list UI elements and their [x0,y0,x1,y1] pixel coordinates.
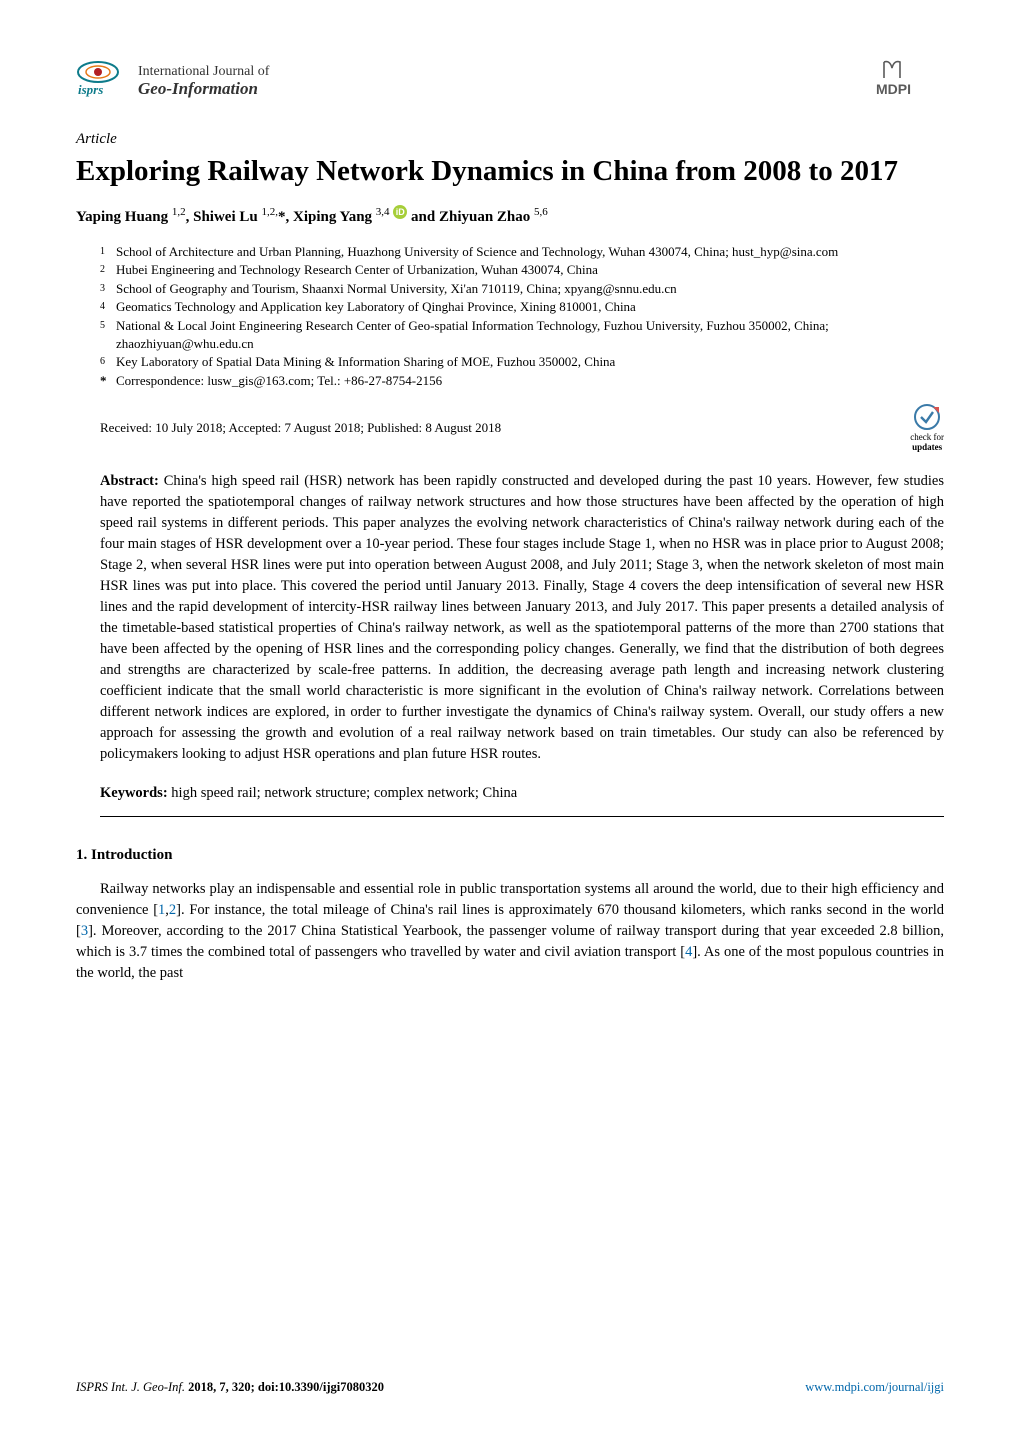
affiliation-row: 3School of Geography and Tourism, Shaanx… [100,280,944,298]
affiliation-text: National & Local Joint Engineering Resea… [116,317,944,352]
author-affil-sup: 3,4 [376,206,390,218]
section-heading: 1. Introduction [76,845,944,867]
author-name: Yaping Huang [76,209,172,225]
footer-journal-abbrev: ISPRS Int. J. Geo-Inf. [76,1380,185,1394]
journal-block: isprs International Journal of Geo-Infor… [76,58,269,105]
article-title: Exploring Railway Network Dynamics in Ch… [76,153,944,189]
affiliation-row: 2Hubei Engineering and Technology Resear… [100,261,944,279]
affiliation-text: School of Architecture and Urban Plannin… [116,243,944,261]
affiliation-number: * [100,372,116,390]
journal-geo-text: Geo-Information [138,80,269,99]
author-sep: and Zhiyuan Zhao [407,209,534,225]
keywords-text: high speed rail; network structure; comp… [168,785,518,801]
dates-row: Received: 10 July 2018; Accepted: 7 Augu… [76,403,944,453]
citation-link[interactable]: 3 [81,923,88,939]
abstract-label: Abstract: [100,473,159,489]
affiliations-block: 1School of Architecture and Urban Planni… [76,243,944,389]
affiliation-number: 4 [100,300,116,316]
check-updates-badge[interactable]: check for updates [910,403,944,453]
affiliation-row: 6Key Laboratory of Spatial Data Mining &… [100,353,944,371]
author-sep: , Shiwei Lu [186,209,262,225]
footer-journal-url[interactable]: www.mdpi.com/journal/ijgi [805,1378,944,1396]
journal-name: International Journal of Geo-Information [138,64,269,98]
check-updates-icon [913,403,941,431]
dates-text: Received: 10 July 2018; Accepted: 7 Augu… [100,419,501,438]
author-affil-sup: 5,6 [534,206,548,218]
affiliation-row: 5National & Local Joint Engineering Rese… [100,317,944,352]
svg-text:isprs: isprs [78,82,103,97]
affiliation-number: 1 [100,245,116,261]
affiliation-text: Hubei Engineering and Technology Researc… [116,261,944,279]
affiliation-number: 2 [100,263,116,279]
affiliation-text: Geomatics Technology and Application key… [116,298,944,316]
header: isprs International Journal of Geo-Infor… [76,58,944,105]
footer: ISPRS Int. J. Geo-Inf. 2018, 7, 320; doi… [76,1378,944,1396]
divider [100,816,944,817]
affiliation-text: Key Laboratory of Spatial Data Mining & … [116,353,944,371]
abstract-text: China's high speed rail (HSR) network ha… [100,473,944,762]
affiliation-row: *Correspondence: lusw_gis@163.com; Tel.:… [100,372,944,390]
keywords-label: Keywords: [100,785,168,801]
footer-citation-info: 2018, 7, 320; doi:10.3390/ijgi7080320 [185,1380,384,1394]
mdpi-logo-icon: MDPI [874,58,944,105]
author-sep: , Xiping Yang [285,209,375,225]
abstract-block: Abstract: China's high speed rail (HSR) … [76,471,944,765]
authors-line: Yaping Huang 1,2, Shiwei Lu 1,2,*, Xipin… [76,205,944,229]
affiliation-number: 3 [100,282,116,298]
orcid-icon[interactable]: iD [393,205,407,219]
author-affil-sup: 1,2, [261,206,278,218]
affiliation-row: 1School of Architecture and Urban Planni… [100,243,944,261]
affiliation-number: 5 [100,319,116,352]
affiliation-number: 6 [100,355,116,371]
footer-left: ISPRS Int. J. Geo-Inf. 2018, 7, 320; doi… [76,1378,384,1396]
article-type: Article [76,129,944,151]
svg-text:MDPI: MDPI [876,81,911,97]
affiliation-row: 4Geomatics Technology and Application ke… [100,298,944,316]
intro-paragraph: Railway networks play an indispensable a… [76,879,944,984]
affiliation-text: School of Geography and Tourism, Shaanxi… [116,280,944,298]
keywords-block: Keywords: high speed rail; network struc… [76,783,944,804]
isprs-logo-icon: isprs [76,58,130,105]
journal-intl-text: International Journal of [138,64,269,79]
check-updates-line2: updates [912,443,942,453]
author-affil-sup: 1,2 [172,206,186,218]
affiliation-text: Correspondence: lusw_gis@163.com; Tel.: … [116,372,944,390]
